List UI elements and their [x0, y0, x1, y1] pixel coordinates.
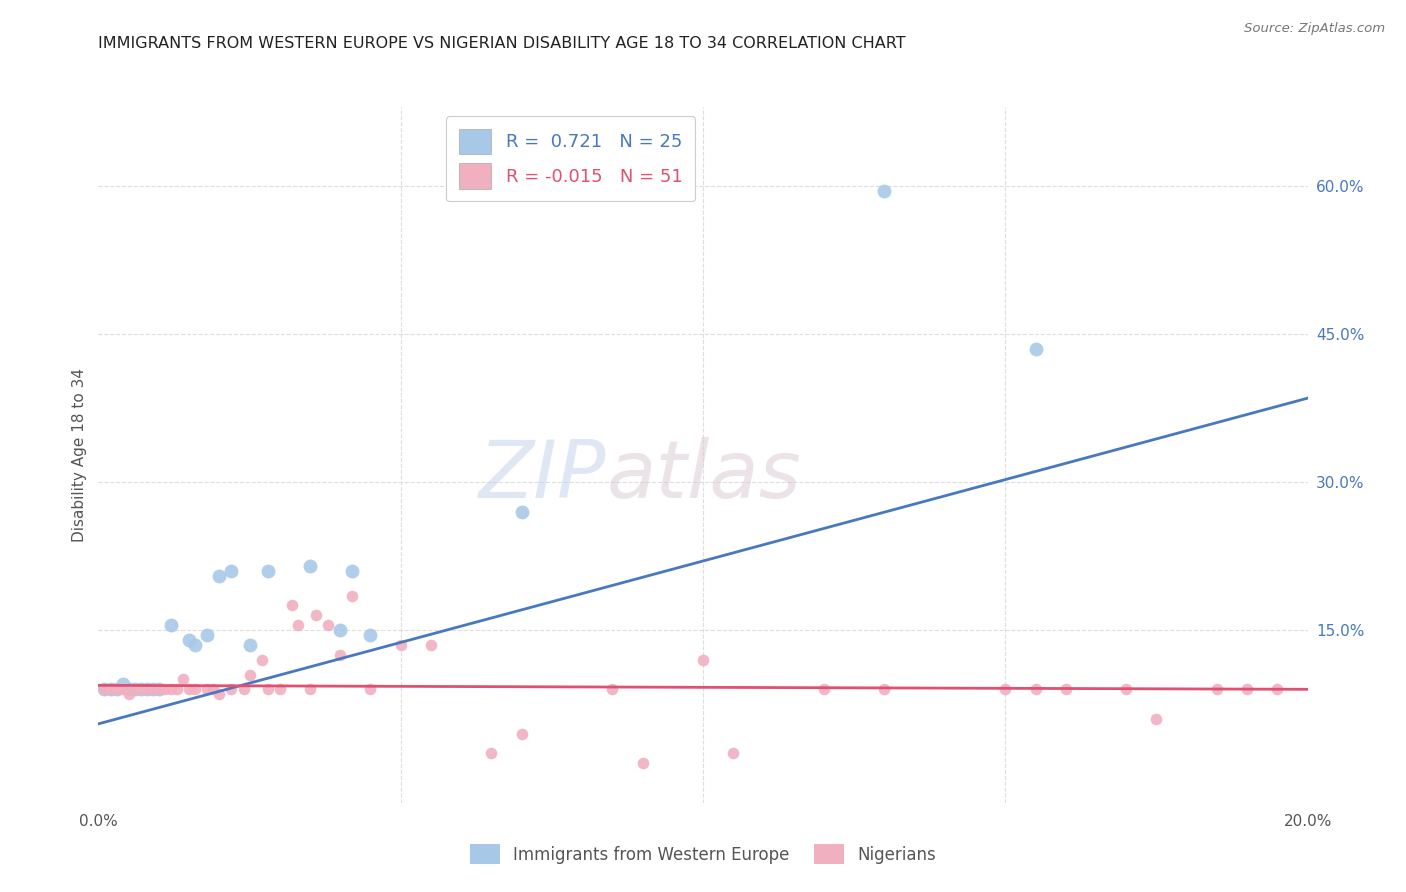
Point: [994, 682, 1017, 697]
Point: [135, 682, 157, 697]
Point: [281, 599, 304, 613]
Point: [239, 667, 262, 681]
Point: [172, 673, 194, 687]
Point: [481, 747, 503, 761]
Point: [195, 682, 218, 697]
Point: [160, 682, 183, 697]
Y-axis label: Disability Age 18 to 34: Disability Age 18 to 34: [72, 368, 87, 542]
Point: [142, 682, 165, 697]
Point: [124, 682, 146, 697]
Point: [269, 682, 291, 697]
Point: [148, 682, 170, 697]
Point: [510, 727, 533, 741]
Point: [250, 653, 273, 667]
Point: [692, 653, 714, 667]
Text: ZIP: ZIP: [479, 437, 606, 515]
Point: [221, 564, 243, 578]
Point: [160, 618, 183, 632]
Point: [239, 638, 262, 652]
Point: [256, 682, 278, 697]
Point: [873, 184, 896, 198]
Point: [129, 682, 152, 697]
Point: [299, 558, 322, 573]
Point: [1267, 682, 1289, 697]
Point: [631, 756, 654, 771]
Point: [287, 618, 309, 632]
Point: [1024, 342, 1046, 356]
Point: [232, 682, 254, 697]
Legend: Immigrants from Western Europe, Nigerians: Immigrants from Western Europe, Nigerian…: [460, 834, 946, 874]
Point: [195, 628, 218, 642]
Point: [813, 682, 835, 697]
Point: [1115, 682, 1137, 697]
Point: [93, 682, 115, 697]
Point: [221, 682, 243, 697]
Point: [342, 564, 364, 578]
Point: [179, 632, 201, 647]
Text: IMMIGRANTS FROM WESTERN EUROPE VS NIGERIAN DISABILITY AGE 18 TO 34 CORRELATION C: IMMIGRANTS FROM WESTERN EUROPE VS NIGERI…: [98, 36, 905, 51]
Point: [118, 682, 141, 697]
Point: [179, 682, 201, 697]
Point: [360, 628, 382, 642]
Point: [329, 648, 352, 662]
Point: [208, 569, 231, 583]
Point: [256, 564, 278, 578]
Point: [100, 682, 122, 697]
Point: [1024, 682, 1046, 697]
Point: [208, 687, 231, 701]
Point: [184, 638, 207, 652]
Point: [105, 682, 128, 697]
Point: [202, 682, 225, 697]
Point: [329, 623, 352, 637]
Point: [602, 682, 624, 697]
Point: [299, 682, 322, 697]
Point: [316, 618, 339, 632]
Point: [1054, 682, 1077, 697]
Point: [510, 505, 533, 519]
Point: [166, 682, 188, 697]
Point: [1144, 712, 1167, 726]
Text: atlas: atlas: [606, 437, 801, 515]
Point: [111, 682, 134, 697]
Point: [1206, 682, 1229, 697]
Point: [873, 682, 896, 697]
Point: [153, 682, 176, 697]
Point: [184, 682, 207, 697]
Point: [148, 682, 170, 697]
Point: [1236, 682, 1258, 697]
Point: [111, 677, 134, 691]
Point: [124, 682, 146, 697]
Point: [93, 682, 115, 697]
Point: [389, 638, 412, 652]
Point: [135, 682, 157, 697]
Point: [723, 747, 745, 761]
Text: Source: ZipAtlas.com: Source: ZipAtlas.com: [1244, 22, 1385, 36]
Point: [305, 608, 328, 623]
Point: [129, 682, 152, 697]
Point: [142, 682, 165, 697]
Point: [342, 589, 364, 603]
Point: [360, 682, 382, 697]
Point: [118, 687, 141, 701]
Point: [100, 682, 122, 697]
Point: [105, 682, 128, 697]
Point: [420, 638, 443, 652]
